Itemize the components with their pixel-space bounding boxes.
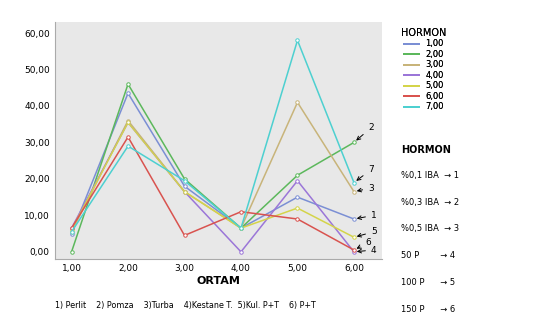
- Legend: 1,00, 2,00, 3,00, 4,00, 5,00, 6,00, 7,00: 1,00, 2,00, 3,00, 4,00, 5,00, 6,00, 7,00: [400, 26, 448, 113]
- Text: 150 P      → 6: 150 P → 6: [401, 305, 455, 314]
- Text: 50 P        → 4: 50 P → 4: [401, 251, 455, 260]
- X-axis label: ORTAM: ORTAM: [197, 276, 240, 286]
- Text: 7: 7: [357, 165, 374, 180]
- Text: %0,5 IBA  → 3: %0,5 IBA → 3: [401, 224, 459, 233]
- Text: 5: 5: [358, 227, 377, 237]
- Text: 1: 1: [358, 211, 377, 220]
- Text: 4: 4: [358, 246, 377, 254]
- Text: 6: 6: [358, 238, 371, 248]
- Text: 2: 2: [357, 123, 373, 140]
- Text: 3: 3: [358, 184, 374, 192]
- Text: HORMON: HORMON: [401, 145, 451, 155]
- Text: 100 P      → 5: 100 P → 5: [401, 278, 455, 287]
- Text: 1) Perlit    2) Pomza    3)Turba    4)Kestane T.  5)Kul. P+T    6) P+T: 1) Perlit 2) Pomza 3)Turba 4)Kestane T. …: [55, 301, 316, 310]
- Text: %0,1 IBA  → 1: %0,1 IBA → 1: [401, 171, 459, 179]
- Text: %0,3 IBA  → 2: %0,3 IBA → 2: [401, 198, 459, 206]
